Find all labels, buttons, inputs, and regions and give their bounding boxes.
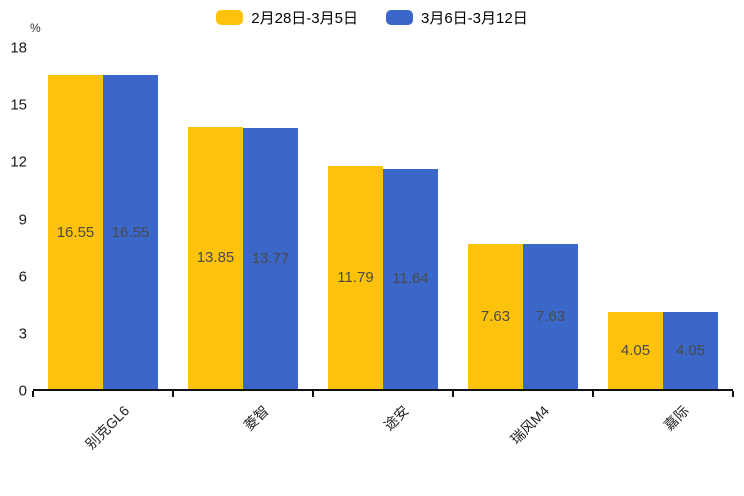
bar-value-label: 11.64 [392,270,429,288]
bar-group-4: 4.05 4.05 [593,48,733,389]
x-axis-tick-mark [32,391,34,397]
category-label: 菱智 [240,402,272,434]
legend-swatch-icon [216,10,244,25]
bar-value-label: 16.55 [56,223,95,241]
legend-item-series-0[interactable]: 2月28日-3月5日 [216,7,358,28]
y-axis: 0 3 6 9 12 15 18 [0,40,27,400]
bar-series-0-cat-2: 11.79 [328,165,383,389]
bar-value-label: 7.63 [480,308,511,326]
bar-series-0-cat-1: 13.85 [188,126,243,389]
legend: 2月28日-3月5日 3月6日-3月12日 [0,7,744,28]
bar-series-0-cat-0: 16.55 [48,75,103,389]
legend-item-series-1[interactable]: 3月6日-3月12日 [386,7,528,28]
legend-label: 3月6日-3月12日 [421,10,528,27]
category-label: 途安 [380,402,412,434]
bar-value-label: 13.85 [196,249,235,267]
category-label: 瑞风M4 [506,402,552,448]
y-axis-tick-label: 15 [10,96,27,114]
x-axis-tick-mark [592,391,594,397]
bar-group-1: 13.85 13.77 [173,48,313,389]
bar-series-1-cat-0: 16.55 [103,75,158,389]
bar-value-label: 4.05 [675,342,706,360]
legend-label: 2月28日-3月5日 [251,10,358,27]
bar-series-0-cat-3: 7.63 [468,244,523,389]
category-label: 别克GL6 [81,402,132,453]
bar-series-1-cat-2: 11.64 [383,168,438,389]
bar-value-label: 4.05 [620,342,651,360]
bar-value-label: 16.55 [111,223,150,241]
x-axis-tick-mark [312,391,314,397]
bar-value-label: 11.79 [337,268,374,286]
bar-group-3: 7.63 7.63 [453,48,593,389]
bar-group-0: 16.55 16.55 [33,48,173,389]
category-label: 嘉际 [660,402,692,434]
y-axis-unit-label: % [30,21,41,35]
plot-area: 16.55 16.55 别克GL6 13.85 13.77 菱智 11.79 11.64 途安 7… [32,48,734,452]
y-axis-tick-label: 3 [18,325,27,343]
y-axis-tick-label: 6 [18,268,27,286]
x-axis-tick-mark [452,391,454,397]
bar-value-label: 13.77 [251,250,290,268]
bar-series-1-cat-4: 4.05 [663,312,718,389]
y-axis-tick-label: 9 [18,211,27,228]
bar-series-1-cat-3: 7.63 [523,244,578,389]
legend-swatch-icon [386,10,413,25]
y-axis-tick-label: 12 [10,153,27,171]
bar-group-2: 11.79 11.64 [313,48,453,389]
y-axis-tick-label: 18 [10,39,27,57]
bar-value-label: 7.63 [535,308,566,326]
bar-series-1-cat-1: 13.77 [243,128,298,389]
x-axis-tick-mark [172,391,174,397]
bar-series-0-cat-4: 4.05 [608,312,663,389]
x-axis-tick-mark [732,391,734,397]
y-axis-tick-label: 0 [18,382,27,400]
